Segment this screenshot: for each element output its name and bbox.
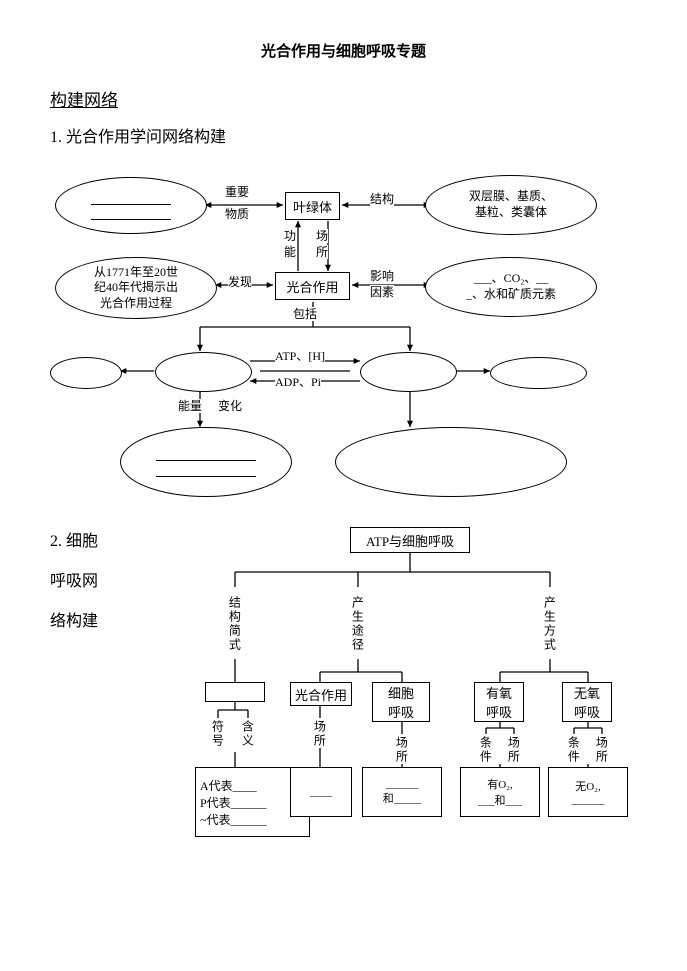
subheading-2-line2: 呼吸网 (50, 567, 98, 591)
subheading-1: 1. 光合作用学问网络构建 (50, 123, 637, 147)
label-l_adp: ADP、Pi (275, 375, 321, 389)
child-box-1-0: 光合作用 (290, 682, 352, 706)
branch-box-0 (205, 682, 265, 702)
label-l_include: 包括 (293, 307, 317, 321)
sub-label-0-1: 含义 (240, 720, 254, 748)
sub-label-0-0: 符号 (210, 720, 224, 748)
node-e_botright (335, 427, 567, 497)
label-l_factor: 影响 (370, 269, 394, 283)
child-sub-2-1-0: 条件 (566, 736, 580, 764)
label-l_factor2: 因素 (370, 285, 394, 299)
subheading-2-line1: 2. 细胞 (50, 527, 98, 551)
label-l_place: 场 (316, 229, 328, 243)
label-l_func2: 能 (284, 245, 296, 259)
child-sub-2-0-1: 场所 (506, 736, 520, 764)
node-e_midright: ___、CO₂、___、水和矿质元素 (425, 257, 597, 317)
node-r_chloro: 叶绿体 (285, 192, 340, 220)
diagram-2-respiration: ATP与细胞呼吸结构简式符号含义A代表____P代表______~代表_____… (180, 527, 650, 867)
branch-label-1: 产生途径 (350, 589, 364, 659)
child-leaf-2-0: 有O₂,___和___ (460, 767, 540, 817)
child-box-2-1: 无氧呼吸 (562, 682, 612, 722)
label-l_discover: 发现 (228, 275, 252, 289)
child-sub-2-1-1: 场所 (594, 736, 608, 764)
node-e_topright: 双层膜、基质、基粒、类囊体 (425, 175, 597, 235)
label-l_change: 变化 (218, 399, 242, 413)
child-sub-1-1-0: 场所 (394, 736, 408, 764)
label-l_matter: 物质 (225, 207, 249, 221)
child-box-2-0: 有氧呼吸 (474, 682, 524, 722)
label-l_atp: ATP、[H] (275, 349, 325, 363)
child-sub-2-0-0: 条件 (478, 736, 492, 764)
node-e_light (155, 352, 252, 392)
root-box: ATP与细胞呼吸 (350, 527, 470, 553)
child-leaf-2-1: 无O₂,______ (548, 767, 628, 817)
label-l_func: 功 (284, 229, 296, 243)
label-l_imp: 重要 (225, 185, 249, 199)
node-e_topleft (55, 177, 207, 234)
label-l_energy: 能量 (178, 399, 202, 413)
node-e_botleft (120, 427, 292, 497)
child-leaf-1-1: ______和_____ (362, 767, 442, 817)
label-l_place2: 所 (316, 245, 328, 259)
subheading-2-line3: 络构建 (50, 607, 98, 631)
child-box-1-1: 细胞呼吸 (372, 682, 430, 722)
child-leaf-1-0: ____ (290, 767, 352, 817)
diagram-1-photosynthesis: 叶绿体 双层膜、基质、基粒、类囊体从1771年至20世纪40年代揭示出光合作用过程… (50, 157, 610, 507)
node-e_midleft: 从1771年至20世纪40年代揭示出光合作用过程 (55, 257, 217, 319)
branch-label-0: 结构简式 (227, 589, 241, 659)
page-title: 光合作用与细胞呼吸专题 (50, 40, 637, 61)
label-l_struct: 结构 (370, 192, 394, 206)
branch-label-2: 产生方式 (542, 589, 556, 659)
node-r_photo: 光合作用 (275, 272, 350, 300)
node-e_smallL (50, 357, 122, 389)
child-sub-1-0-0: 场所 (312, 720, 326, 748)
node-e_dark (360, 352, 457, 392)
section-heading: 构建网络 (50, 86, 637, 111)
node-e_smallR (490, 357, 587, 389)
